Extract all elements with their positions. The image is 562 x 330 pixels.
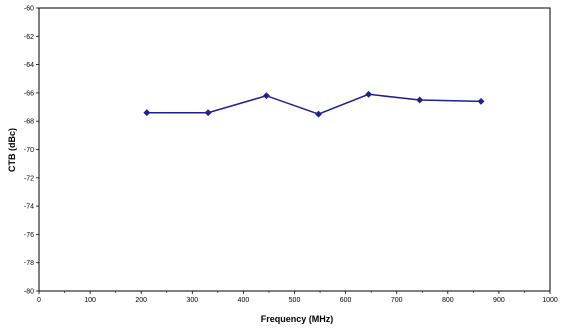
x-tick-label: 0 [37, 297, 41, 304]
x-tick-label: 100 [84, 297, 96, 304]
x-tick-label: 900 [493, 297, 505, 304]
x-axis-title: Frequency (MHz) [261, 314, 334, 324]
y-tick-label: -68 [24, 119, 34, 126]
y-tick-label: -62 [24, 34, 34, 41]
x-tick-label: 700 [391, 297, 403, 304]
series [143, 90, 485, 118]
x-tick-label: 300 [186, 297, 198, 304]
data-point [262, 92, 270, 100]
data-point [365, 90, 373, 98]
x-tick-label: 200 [135, 297, 147, 304]
x-axis-ticks: 0 100 200 300 400 500 600 700 800 900 1000 [37, 291, 558, 304]
y-tick-label: -72 [24, 175, 34, 182]
y-tick-label: -60 [24, 6, 34, 13]
x-tick-label: 600 [340, 297, 352, 304]
x-tick-label: 1000 [542, 297, 558, 304]
plot-area [39, 8, 550, 291]
y-axis-title: CTB (dBc) [7, 128, 17, 172]
y-tick-label: -64 [24, 62, 34, 69]
data-point [143, 109, 151, 117]
y-tick-label: -76 [24, 232, 34, 239]
data-point [314, 110, 323, 118]
plot-frame [38, 7, 551, 292]
x-tick-label: 500 [289, 297, 301, 304]
y-tick-label: -74 [24, 204, 34, 211]
y-tick-label: -66 [24, 90, 34, 97]
y-tick-label: -78 [24, 260, 34, 267]
x-tick-label: 800 [442, 297, 454, 304]
data-point [416, 96, 424, 104]
data-point [204, 109, 212, 117]
data-point [477, 97, 485, 105]
x-tick-label: 400 [238, 297, 250, 304]
y-axis-ticks: -60 -62 -64 -66 -68 -70 -72 -74 -76 -78 -80 [24, 6, 39, 296]
y-tick-label: -70 [24, 147, 34, 154]
y-tick-label: -80 [24, 289, 34, 296]
